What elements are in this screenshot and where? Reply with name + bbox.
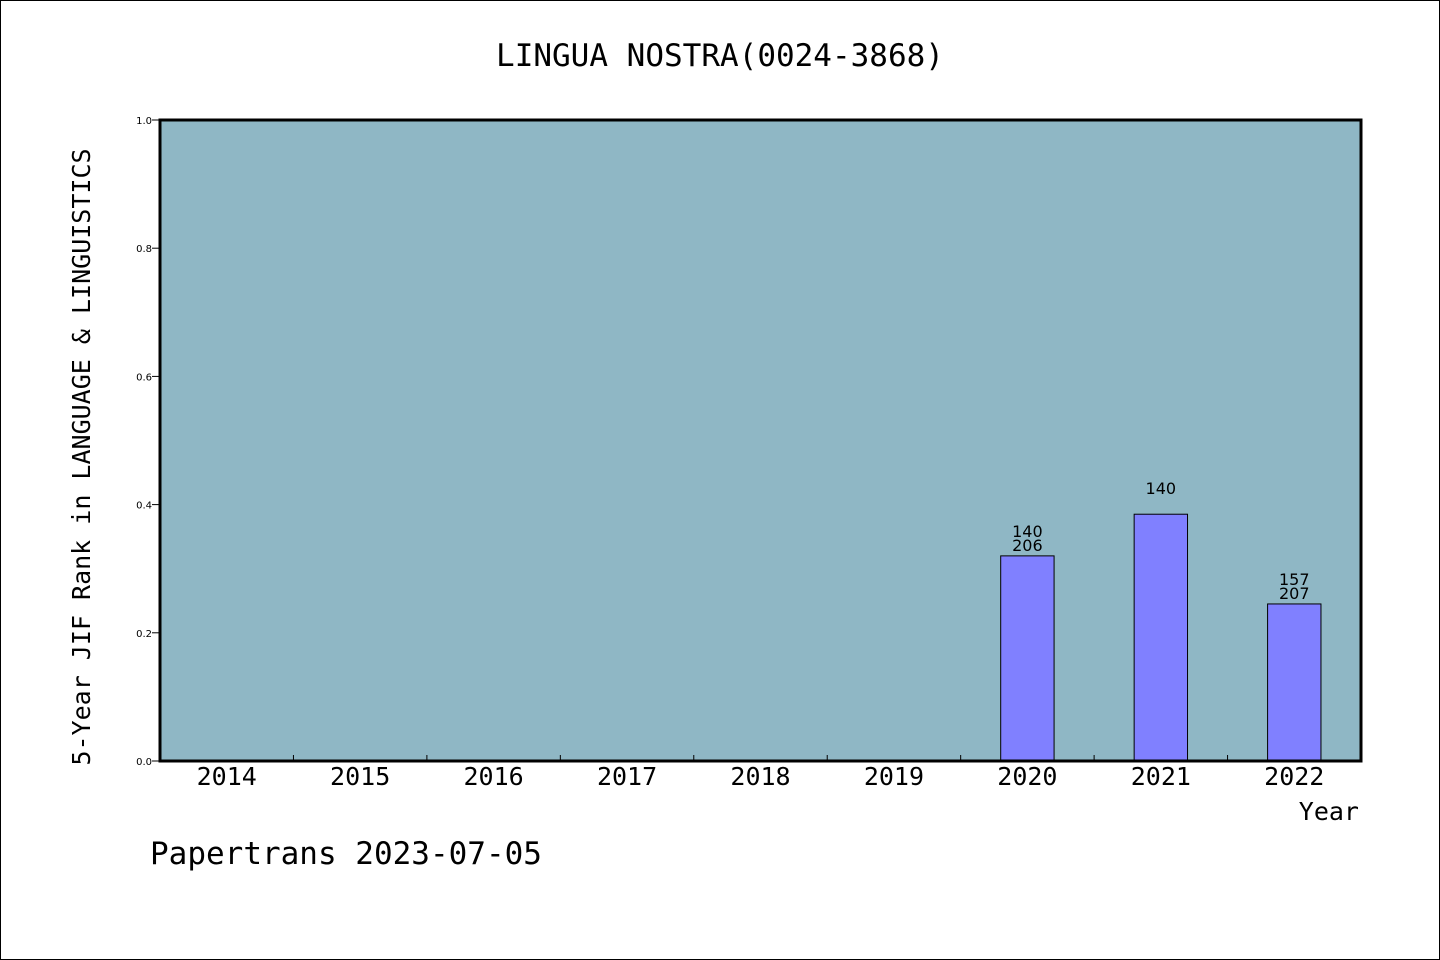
bar-label-numerator: 140 — [1012, 522, 1043, 541]
y-tick-label: 0.0 — [136, 757, 152, 768]
chart-title: LINGUA NOSTRA(0024-3868) — [496, 38, 944, 74]
x-tick-label: 2021 — [1131, 762, 1191, 791]
bar-label-numerator: 157 — [1279, 570, 1310, 589]
x-axis-label: Year — [1299, 797, 1359, 826]
x-tick-label: 2020 — [997, 762, 1057, 791]
y-tick-label: 0.6 — [136, 372, 152, 383]
bar-label: 140 — [1146, 479, 1177, 498]
x-tick-label: 2015 — [330, 762, 390, 791]
y-tick-label: 0.4 — [136, 501, 152, 512]
footer-credit: Papertrans 2023-07-05 — [150, 836, 542, 872]
bar-2021 — [1133, 513, 1189, 762]
bar-2022 — [1267, 603, 1322, 762]
x-tick-label: 2019 — [864, 762, 924, 791]
y-axis-label: 5-Year JIF Rank in LANGUAGE & LINGUISTIC… — [67, 148, 96, 765]
plot-border — [158, 118, 1363, 763]
y-tick-label: 0.2 — [136, 629, 152, 640]
x-axis: 2014 2015 2016 2017 2018 2019 2020 2021 2022 — [197, 755, 1324, 791]
x-tick-label: 2018 — [730, 762, 790, 791]
x-tick-label: 2022 — [1264, 762, 1324, 791]
bars-group — [1000, 513, 1322, 762]
x-tick-label: 2017 — [597, 762, 657, 791]
x-tick-label: 2016 — [464, 762, 524, 791]
y-axis: 0.0 0.2 0.4 0.6 0.8 1.0 — [136, 116, 160, 768]
bar-label-denominator: 206 — [1012, 536, 1043, 555]
y-tick-label: 1.0 — [136, 116, 152, 127]
bar-2020 — [1000, 555, 1055, 762]
x-tick-label: 2014 — [197, 762, 257, 791]
bar-label-denominator: 207 — [1279, 584, 1310, 603]
y-tick-label: 0.8 — [136, 244, 152, 255]
